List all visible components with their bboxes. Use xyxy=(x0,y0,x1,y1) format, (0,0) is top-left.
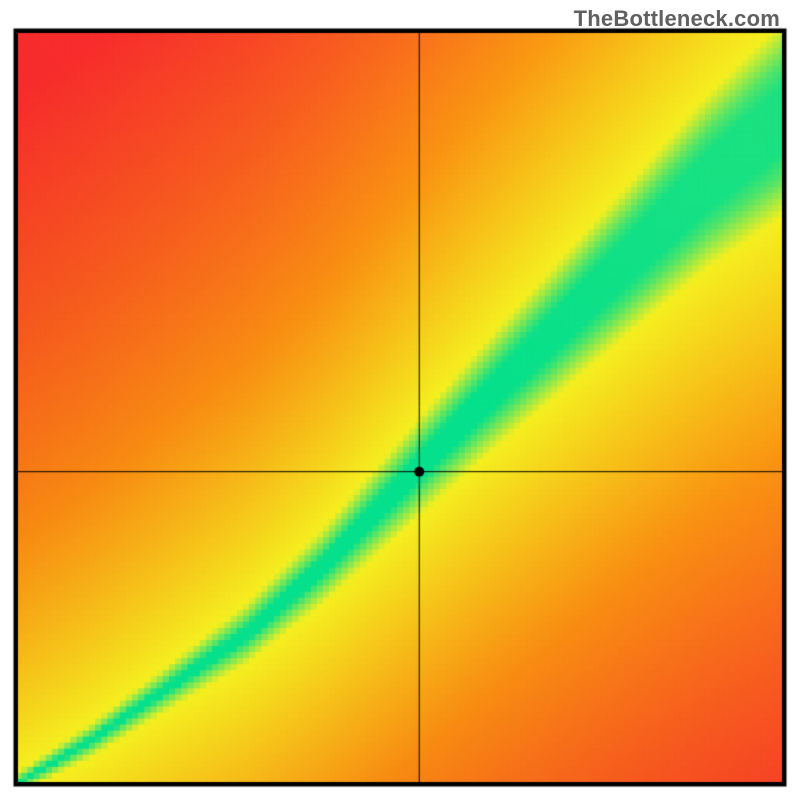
watermark-text: TheBottleneck.com xyxy=(574,6,780,32)
heatmap-canvas xyxy=(0,0,800,800)
chart-container: TheBottleneck.com xyxy=(0,0,800,800)
